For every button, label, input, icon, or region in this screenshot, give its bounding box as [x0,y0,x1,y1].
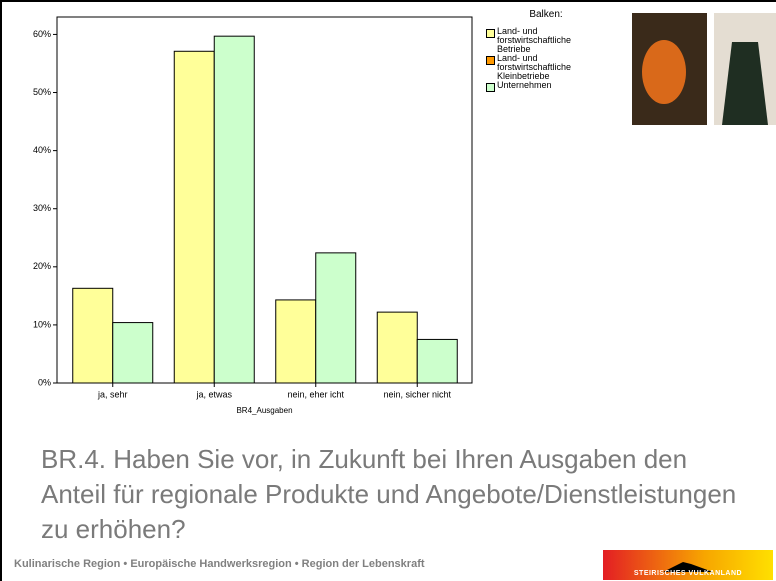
y-tick-label: 50% [33,87,51,97]
y-tick-label: 0% [38,377,51,387]
legend-swatch [486,56,495,65]
x-tick-label: ja, sehr [97,389,128,399]
legend-item: Unternehmen [486,81,606,92]
x-tick-label: ja, etwas [195,389,232,399]
bar [275,299,317,384]
bar [72,287,114,384]
footer: Kulinarische Region • Europäische Handwe… [14,558,425,570]
bar [376,311,418,384]
legend-label: Unternehmen [497,80,552,90]
question: BR.4. Haben Sie vor, in Zukunft bei Ihre… [41,444,737,544]
photo-detail [722,42,768,125]
legend-swatch [486,29,495,38]
x-tick-label: nein, sicher nicht [383,389,451,399]
plot-frame [56,16,473,384]
legend-item: Land- und forstwirtschaftliche Betriebe [486,27,606,54]
bar [213,35,255,384]
bar [112,322,154,384]
bar [315,252,357,384]
logo: STEIRISCHES VULKANLAND [603,550,773,580]
legend: Balken: Land- und forstwirtschaftliche B… [486,10,606,92]
logo-text: STEIRISCHES VULKANLAND [633,570,743,577]
y-tick-label: 10% [33,319,51,329]
bar [173,50,215,384]
y-tick-label: 40% [33,145,51,155]
y-tick-label: 20% [33,261,51,271]
legend-title: Balken: [529,9,563,20]
x-tick-label: nein, eher icht [287,389,344,399]
bar [416,338,458,384]
legend-label: Land- und forstwirtschaftliche Kleinbetr… [497,53,572,81]
legend-swatch [486,83,495,92]
y-tick-label: 60% [33,29,51,39]
x-axis-label: BR4_Ausgaben [236,406,292,415]
legend-item: Land- und forstwirtschaftliche Kleinbetr… [486,54,606,81]
photo-detail [642,40,686,104]
logo-mark [663,562,713,572]
legend-label: Land- und forstwirtschaftliche Betriebe [497,26,572,54]
y-tick-label: 30% [33,203,51,213]
